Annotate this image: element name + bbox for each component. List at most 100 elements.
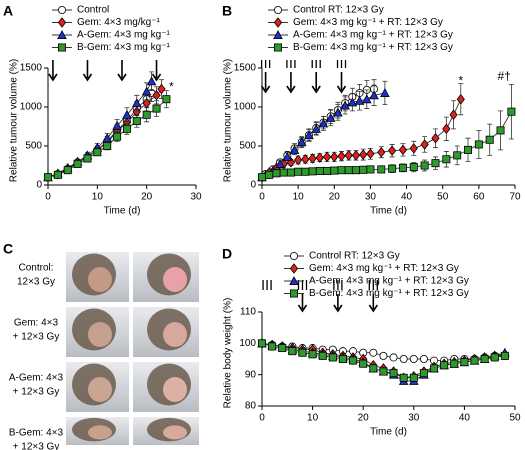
- legend-label: B-Gem: 4×3 mg kg⁻¹ + RT: 12×3 Gy: [309, 288, 469, 299]
- marker: [328, 353, 337, 362]
- marker: [359, 149, 368, 160]
- annotation: *: [458, 73, 463, 87]
- marker: [409, 354, 418, 363]
- photo-tumour: [163, 377, 187, 402]
- photo-label: A-Gem: 4×3: [9, 373, 64, 384]
- y-tick-label: 0: [36, 180, 42, 191]
- x-axis-label: Time (d): [370, 206, 407, 217]
- photo-tumour: [163, 425, 187, 440]
- marker: [366, 148, 375, 160]
- marker: [354, 95, 365, 105]
- marker: [288, 347, 297, 356]
- y-axis-label: Relative body weight (%): [223, 298, 234, 409]
- legend-label: Gem: 4×3 mg/kg⁻¹: [77, 17, 160, 28]
- marker: [103, 141, 112, 150]
- x-tick-label: 30: [190, 192, 202, 203]
- series: [43, 71, 157, 182]
- arrow-head: [151, 73, 162, 82]
- marker: [351, 166, 360, 175]
- arrow-head: [297, 304, 308, 313]
- y-tick-label: 1500: [234, 63, 257, 74]
- legend-label: Control RT: 12×3 Gy: [293, 5, 384, 16]
- marker: [279, 168, 288, 177]
- marker: [349, 356, 358, 365]
- panel-letter: D: [222, 246, 232, 262]
- marker: [308, 167, 317, 176]
- marker: [440, 361, 449, 370]
- marker: [450, 359, 459, 368]
- marker: [337, 150, 346, 162]
- marker: [315, 166, 324, 175]
- arrow-head: [336, 85, 347, 94]
- marker: [157, 83, 166, 95]
- marker: [409, 143, 418, 154]
- marker: [419, 369, 428, 378]
- marker: [272, 169, 281, 178]
- x-tick-label: 50: [509, 413, 521, 424]
- marker: [359, 359, 368, 368]
- x-axis-label: Time (d): [370, 427, 407, 438]
- legend-marker: [58, 6, 67, 14]
- legend-label: Control RT: 12×3 Gy: [309, 251, 400, 262]
- marker: [142, 110, 151, 119]
- x-tick-label: 70: [509, 192, 521, 203]
- marker: [379, 351, 388, 360]
- arrow-head: [48, 73, 58, 82]
- x-tick-label: 10: [307, 413, 319, 424]
- marker: [93, 148, 102, 157]
- marker: [112, 120, 122, 130]
- legend-label: Gem: 4×3 mg kg⁻¹ + RT: 12×3 Gy: [309, 263, 459, 274]
- legend-marker: [57, 30, 67, 39]
- marker: [398, 144, 408, 156]
- marker: [132, 98, 142, 108]
- legend-marker: [273, 43, 282, 52]
- marker: [442, 123, 451, 135]
- panel-letter: A: [3, 3, 13, 19]
- marker: [388, 164, 397, 173]
- marker: [369, 348, 378, 357]
- photo-tumour: [88, 322, 112, 347]
- marker: [268, 342, 277, 351]
- series: [257, 83, 465, 183]
- marker: [420, 139, 429, 150]
- marker: [146, 76, 157, 86]
- arrow-head: [286, 85, 296, 94]
- annotation: *: [169, 80, 174, 94]
- marker: [330, 151, 339, 163]
- marker: [340, 100, 350, 110]
- y-tick-label: 0: [250, 180, 256, 191]
- marker: [344, 166, 353, 175]
- legend-label: Gem: 4×3 mg kg⁻¹ + RT: 12×3 Gy: [293, 17, 443, 28]
- marker: [389, 369, 398, 378]
- photo-label: + 12×3 Gy: [13, 442, 60, 450]
- y-axis-label: Relative tumour volume (%): [9, 59, 20, 182]
- marker: [122, 124, 131, 133]
- legend-marker: [57, 17, 67, 28]
- marker: [152, 104, 161, 113]
- marker: [257, 339, 266, 348]
- y-tick-label: 500: [239, 141, 256, 152]
- legend-marker: [289, 263, 299, 274]
- marker: [460, 358, 469, 367]
- marker: [507, 107, 516, 116]
- legend-marker: [58, 43, 67, 52]
- x-tick-label: 40: [459, 413, 471, 424]
- marker: [399, 354, 408, 363]
- arrow-head: [82, 73, 93, 82]
- x-tick-label: 20: [141, 192, 153, 203]
- marker: [152, 90, 161, 101]
- x-tick-label: 20: [358, 413, 370, 424]
- marker: [470, 356, 479, 365]
- marker: [294, 154, 303, 166]
- marker: [389, 353, 398, 362]
- y-tick-label: 90: [245, 369, 257, 380]
- marker: [419, 354, 428, 363]
- y-tick-label: 110: [240, 307, 256, 318]
- legend-marker: [273, 6, 282, 14]
- y-tick-label: 80: [245, 401, 257, 412]
- photo-label: + 12×3 Gy: [13, 387, 60, 398]
- x-tick-label: 30: [365, 192, 377, 203]
- panel-letter: B: [222, 3, 232, 19]
- marker: [377, 165, 386, 174]
- marker: [63, 166, 72, 175]
